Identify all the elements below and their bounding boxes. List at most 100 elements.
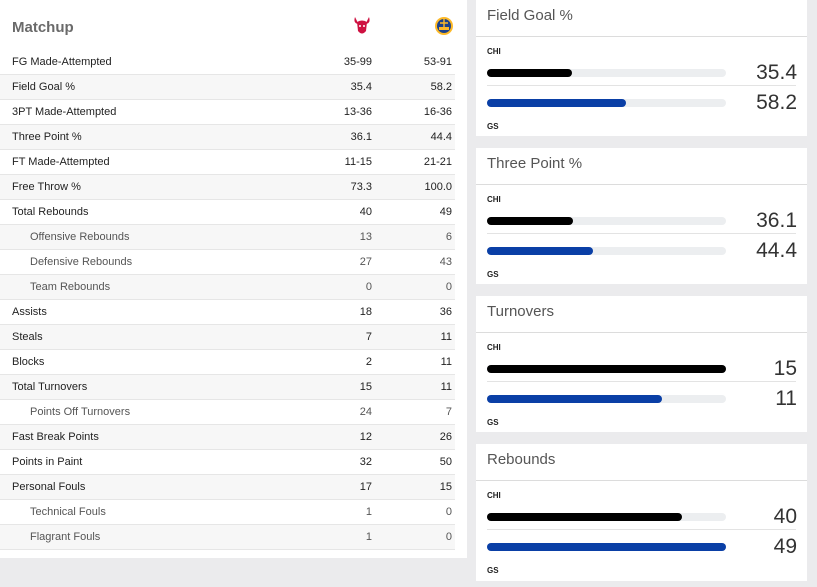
stat-label: Offensive Rebounds xyxy=(30,231,130,243)
stat-card: Field Goal % CHI 35.4 58.2 GS xyxy=(476,0,807,136)
chi-stat-value: 15 xyxy=(773,357,797,380)
stat-card: Turnovers CHI 15 11 GS xyxy=(476,296,807,432)
chi-value: 73.3 xyxy=(350,181,372,193)
stat-label: Defensive Rebounds xyxy=(30,256,133,268)
stat-label: Flagrant Fouls xyxy=(30,531,101,543)
card-title: Turnovers xyxy=(476,296,807,333)
gs-bar-track xyxy=(487,543,726,551)
warriors-logo-icon xyxy=(434,15,454,37)
chi-value: 27 xyxy=(359,256,372,268)
gs-value: 15 xyxy=(439,481,452,493)
table-row: Team Rebounds 0 0 xyxy=(0,275,455,300)
gs-value: 0 xyxy=(445,531,452,543)
card-body: CHI 36.1 44.4 GS xyxy=(476,185,807,285)
chi-value: 13-36 xyxy=(343,106,372,118)
chi-value: 35-99 xyxy=(343,56,372,68)
chi-value: 15 xyxy=(359,381,372,393)
team1-label: CHI xyxy=(487,47,501,56)
team1-label: CHI xyxy=(487,343,501,352)
stat-label: Field Goal % xyxy=(12,81,75,93)
table-row: Free Throw % 73.3 100.0 xyxy=(0,175,455,200)
gs-value: 11 xyxy=(440,381,452,393)
stat-label: Points Off Turnovers xyxy=(30,406,131,418)
stat-label: Points in Paint xyxy=(12,456,83,468)
card-body: CHI 35.4 58.2 GS xyxy=(476,37,807,137)
chi-bar-track xyxy=(487,217,726,225)
table-row: Flagrant Fouls 1 0 xyxy=(0,525,455,550)
table-row: Assists 18 36 xyxy=(0,300,455,325)
team1-label: CHI xyxy=(487,491,501,500)
stat-label: FG Made-Attempted xyxy=(12,56,112,68)
chi-bar-track xyxy=(487,365,726,373)
chi-value: 40 xyxy=(359,206,372,218)
table-row: Technical Fouls 1 0 xyxy=(0,500,455,525)
table-row: Blocks 2 11 xyxy=(0,350,455,375)
stat-label: Fast Break Points xyxy=(12,431,99,443)
stat-label: Team Rebounds xyxy=(30,281,111,293)
table-row: Steals 7 11 xyxy=(0,325,455,350)
gs-value: 11 xyxy=(440,331,452,343)
divider xyxy=(487,233,796,234)
chi-bar xyxy=(487,69,572,77)
matchup-title: Matchup xyxy=(12,19,74,36)
team2-label: GS xyxy=(487,418,499,427)
chi-bar xyxy=(487,513,683,521)
table-row: 3PT Made-Attempted 13-36 16-36 xyxy=(0,100,455,125)
gs-bar xyxy=(487,247,594,255)
gs-value: 7 xyxy=(445,406,452,418)
gs-bar-track xyxy=(487,247,726,255)
stat-card: Three Point % CHI 36.1 44.4 GS xyxy=(476,148,807,284)
chi-value: 0 xyxy=(365,281,372,293)
bulls-logo-icon xyxy=(352,15,372,37)
gs-value: 6 xyxy=(445,231,452,243)
card-title: Field Goal % xyxy=(476,0,807,37)
chi-value: 24 xyxy=(359,406,372,418)
stat-label: Technical Fouls xyxy=(30,506,106,518)
divider xyxy=(487,529,796,530)
chi-value: 1 xyxy=(365,506,372,518)
stat-label: Three Point % xyxy=(12,131,82,143)
card-title: Three Point % xyxy=(476,148,807,185)
gs-bar-track xyxy=(487,99,726,107)
gs-value: 26 xyxy=(439,431,452,443)
table-row: Field Goal % 35.4 58.2 xyxy=(0,75,455,100)
chi-stat-value: 35.4 xyxy=(756,61,797,84)
chi-stat-value: 40 xyxy=(773,505,797,528)
stat-label: Total Turnovers xyxy=(12,381,88,393)
matchup-panel: Matchup FG Made-Attempted 35-99 53-91 Field… xyxy=(0,0,467,558)
stat-label: 3PT Made-Attempted xyxy=(12,106,117,118)
card-title: Rebounds xyxy=(476,444,807,481)
card-body: CHI 15 11 GS xyxy=(476,333,807,433)
table-row: Personal Fouls 17 15 xyxy=(0,475,455,500)
gs-value: 16-36 xyxy=(423,106,452,118)
gs-bar xyxy=(487,99,627,107)
stat-label: Free Throw % xyxy=(12,181,81,193)
gs-bar-track xyxy=(487,395,726,403)
divider xyxy=(487,85,796,86)
gs-stat-value: 58.2 xyxy=(756,91,797,114)
gs-value: 43 xyxy=(439,256,452,268)
card-body: CHI 40 49 GS xyxy=(476,481,807,581)
gs-value: 53-91 xyxy=(423,56,452,68)
stat-label: Blocks xyxy=(12,356,45,368)
gs-stat-value: 49 xyxy=(773,535,797,558)
table-row: Points in Paint 32 50 xyxy=(0,450,455,475)
chi-value: 35.4 xyxy=(350,81,372,93)
team2-label: GS xyxy=(487,270,499,279)
chi-bar xyxy=(487,217,574,225)
table-row: Offensive Rebounds 13 6 xyxy=(0,225,455,250)
chi-value: 17 xyxy=(359,481,372,493)
gs-value: 100.0 xyxy=(424,181,452,193)
stat-label: FT Made-Attempted xyxy=(12,156,110,168)
chi-bar-track xyxy=(487,69,726,77)
table-row: Total Turnovers 15 11 xyxy=(0,375,455,400)
gs-bar xyxy=(487,543,726,551)
gs-value: 49 xyxy=(439,206,452,218)
table-row: Points Off Turnovers 24 7 xyxy=(0,400,455,425)
matchup-header: Matchup xyxy=(0,0,455,51)
stat-label: Steals xyxy=(12,331,43,343)
team2-label: GS xyxy=(487,566,499,575)
chi-value: 7 xyxy=(365,331,372,343)
chi-bar-track xyxy=(487,513,726,521)
gs-bar xyxy=(487,395,663,403)
